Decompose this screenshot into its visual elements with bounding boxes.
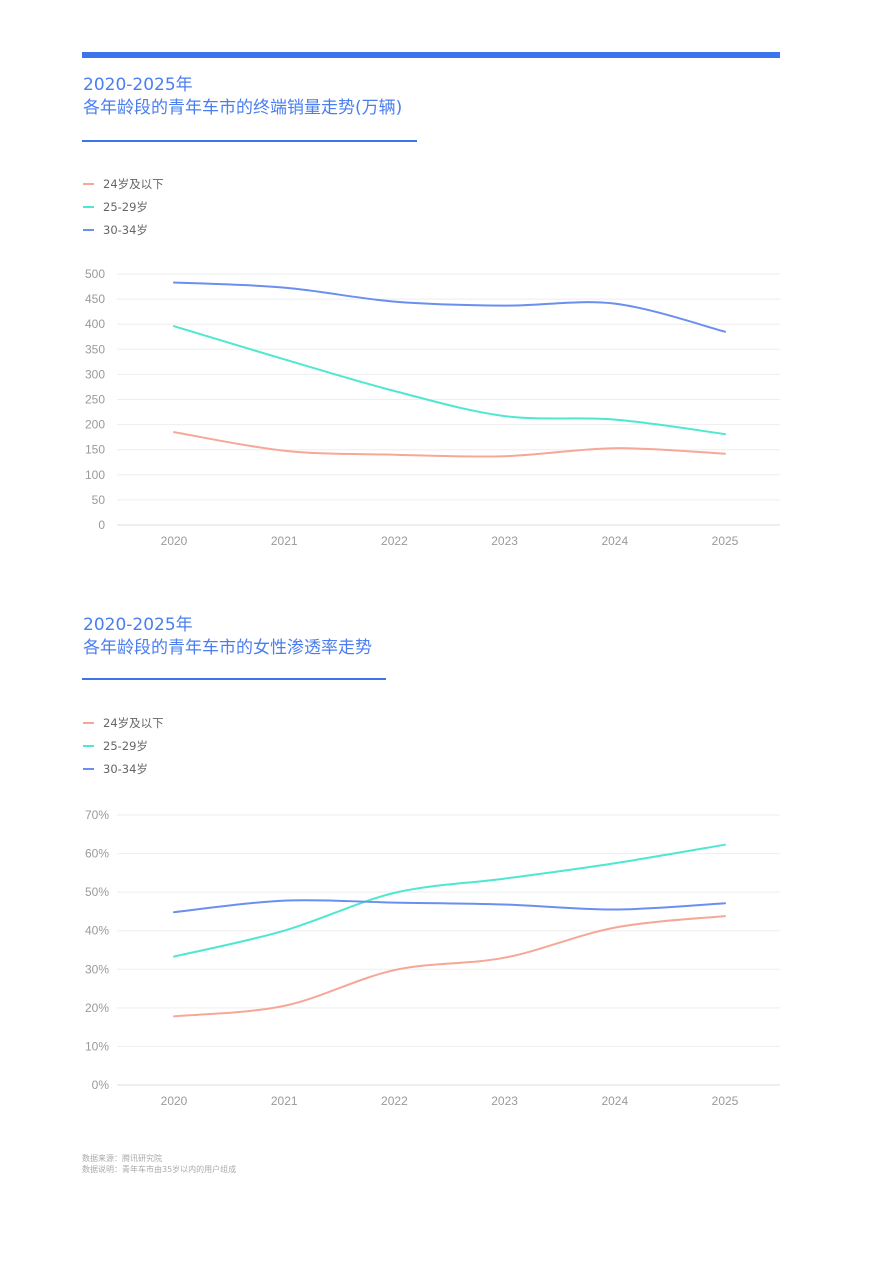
series-line (173, 431, 726, 458)
x-tick-label: 2021 (271, 1094, 298, 1108)
legend-item: 25-29岁 (83, 734, 164, 757)
x-tick-label: 2020 (161, 534, 188, 548)
x-tick-label: 2023 (491, 1094, 518, 1108)
y-tick-label: 350 (85, 342, 105, 356)
legend-label: 30-34岁 (103, 761, 148, 776)
legend-label: 24岁及以下 (103, 176, 164, 191)
x-tick-label: 2023 (491, 534, 518, 548)
y-tick-label: 30% (85, 962, 109, 976)
x-tick-label: 2025 (712, 534, 739, 548)
chart2-header: 2020-2025年 各年龄段的青年车市的女性渗透率走势 (83, 614, 372, 660)
y-tick-label: 10% (85, 1039, 109, 1053)
x-tick-label: 2024 (601, 534, 628, 548)
top-accent-bar (82, 52, 780, 58)
y-tick-label: 0 (98, 518, 105, 532)
series-line (173, 915, 726, 1018)
x-tick-label: 2024 (601, 1094, 628, 1108)
series-line (173, 325, 726, 436)
series-line (173, 281, 726, 333)
series-line (173, 899, 726, 914)
data-source-note: 数据来源：腾讯研究院 (82, 1154, 162, 1163)
y-tick-label: 400 (85, 317, 105, 331)
y-tick-label: 100 (85, 468, 105, 482)
chart2-legend: 24岁及以下 25-29岁 30-34岁 (83, 711, 164, 780)
series-line (173, 843, 726, 958)
legend-swatch (83, 205, 94, 208)
chart1-subtitle: 各年龄段的青年车市的终端销量走势(万辆) (83, 98, 403, 118)
y-tick-label: 70% (85, 808, 109, 822)
legend-swatch (83, 182, 94, 185)
y-tick-label: 0% (92, 1078, 110, 1092)
chart1-title: 2020-2025年 (83, 75, 193, 95)
chart2-title-underline (82, 678, 386, 680)
data-description-note: 数据说明：青年车市由35岁以内的用户组成 (82, 1165, 237, 1174)
x-tick-label: 2020 (161, 1094, 188, 1108)
y-tick-label: 300 (85, 367, 105, 381)
chart1-plot: 0 50 100 150 200 250 300 350 400 450 500 2020 2021 20… (85, 267, 780, 548)
legend-swatch (83, 721, 94, 724)
legend-label: 30-34岁 (103, 222, 148, 237)
footnotes: 数据来源：腾讯研究院 数据说明：青年车市由35岁以内的用户组成 (82, 1153, 236, 1175)
x-tick-label: 2022 (381, 534, 408, 548)
legend-swatch (83, 228, 94, 231)
chart2-plot: 0% 10% 20% 30% 40% 50% 60% 70% 2020 2021 2022 2023 2… (85, 808, 780, 1108)
legend-item: 25-29岁 (83, 195, 164, 218)
y-tick-label: 50 (92, 493, 106, 507)
y-tick-label: 60% (85, 847, 109, 861)
y-tick-label: 50% (85, 885, 109, 899)
legend-item: 30-34岁 (83, 757, 164, 780)
y-tick-label: 20% (85, 1001, 109, 1015)
chart1-legend: 24岁及以下 25-29岁 30-34岁 (83, 172, 164, 241)
legend-label: 25-29岁 (103, 199, 148, 214)
x-tick-label: 2022 (381, 1094, 408, 1108)
chart2-title: 2020-2025年 (83, 615, 193, 635)
legend-item: 30-34岁 (83, 218, 164, 241)
y-tick-label: 450 (85, 292, 105, 306)
legend-swatch (83, 767, 94, 770)
y-tick-label: 200 (85, 418, 105, 432)
legend-item: 24岁及以下 (83, 711, 164, 734)
x-tick-label: 2025 (712, 1094, 739, 1108)
x-tick-label: 2021 (271, 534, 298, 548)
y-tick-label: 150 (85, 443, 105, 457)
y-tick-label: 40% (85, 924, 109, 938)
chart2-subtitle: 各年龄段的青年车市的女性渗透率走势 (83, 638, 372, 658)
y-tick-label: 250 (85, 393, 105, 407)
legend-swatch (83, 744, 94, 747)
legend-label: 24岁及以下 (103, 715, 164, 730)
legend-label: 25-29岁 (103, 738, 148, 753)
chart1-title-underline (82, 140, 417, 142)
y-tick-label: 500 (85, 267, 105, 281)
legend-item: 24岁及以下 (83, 172, 164, 195)
chart1-header: 2020-2025年 各年龄段的青年车市的终端销量走势(万辆) (83, 74, 402, 120)
